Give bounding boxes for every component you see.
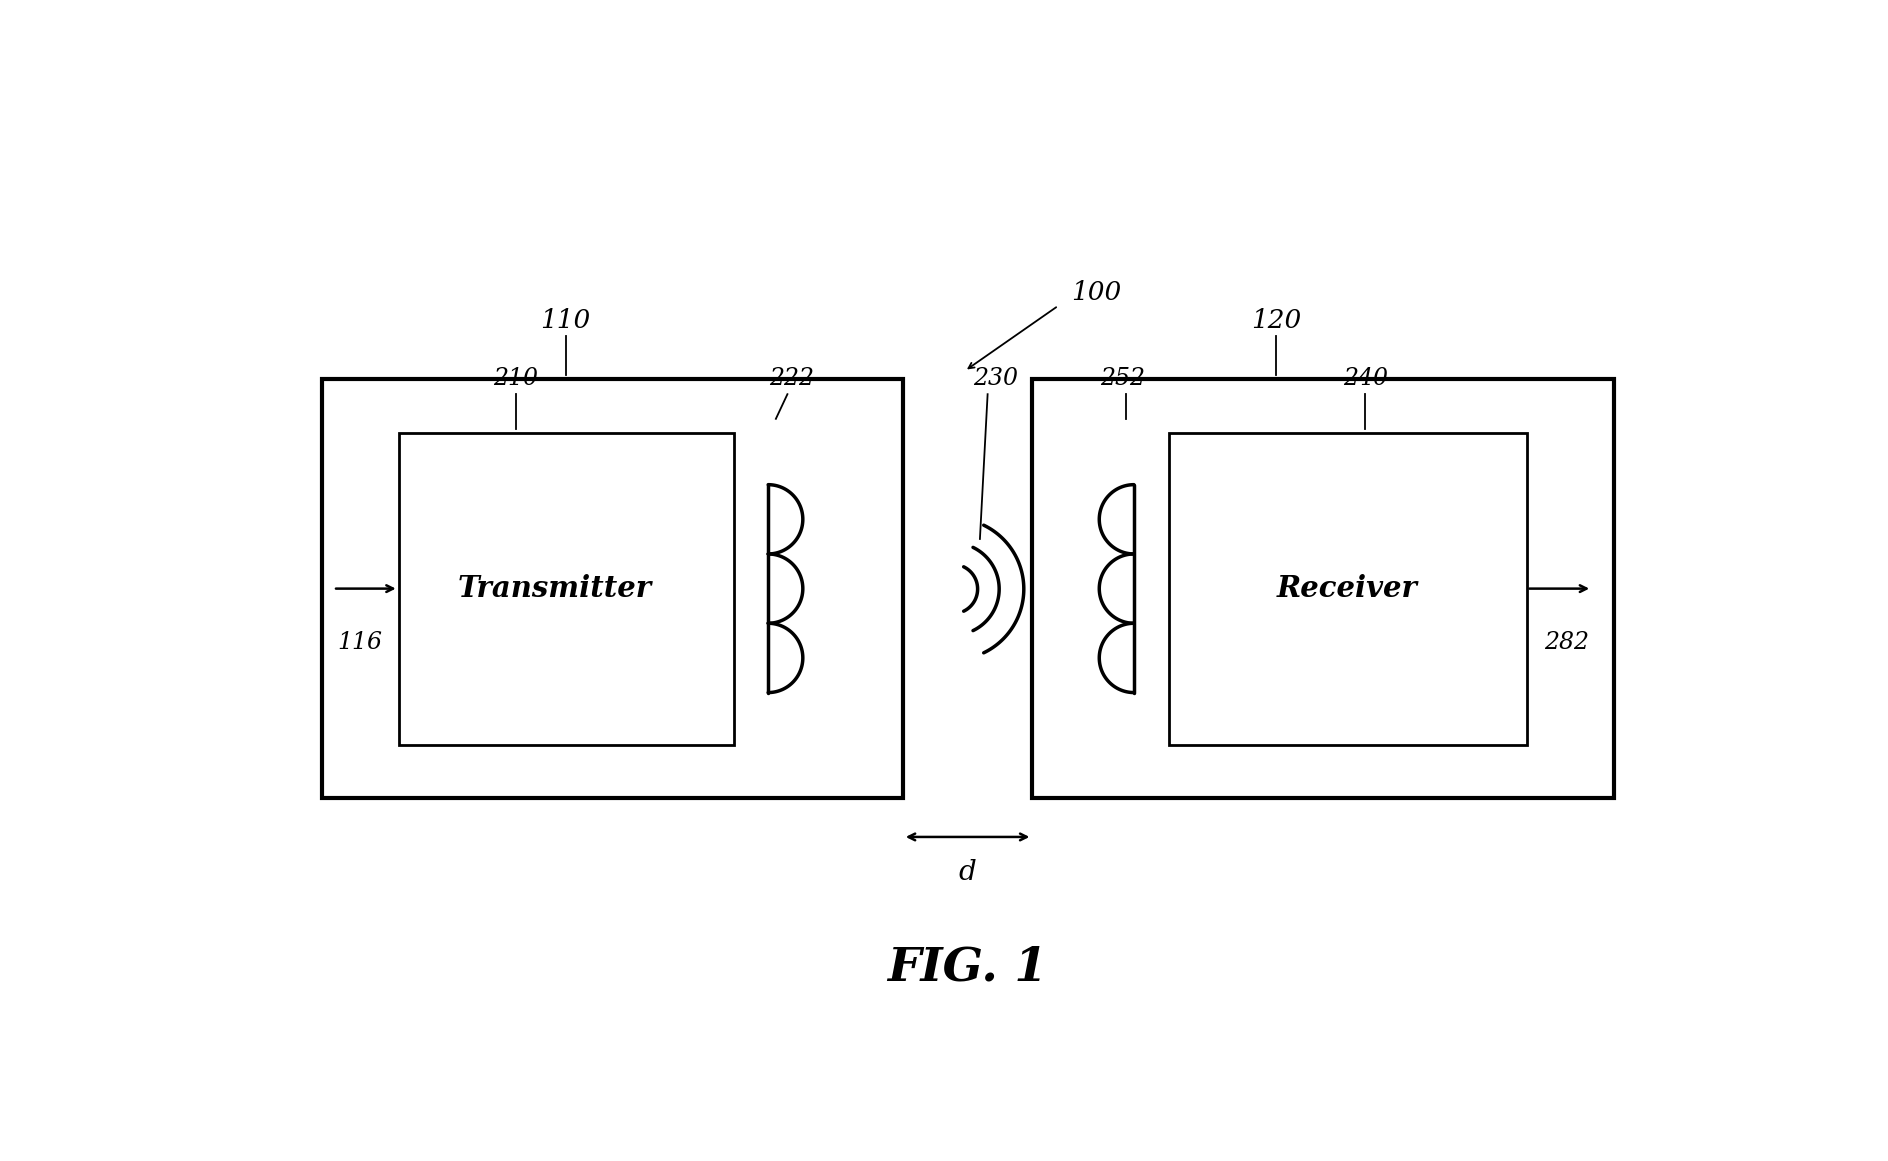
Text: FIG. 1: FIG. 1 (887, 945, 1048, 990)
Text: 252: 252 (1101, 367, 1144, 390)
Text: d: d (959, 858, 976, 886)
Text: 282: 282 (1544, 630, 1590, 654)
Bar (321, 378, 902, 799)
Bar (1169, 433, 1527, 744)
Text: 240: 240 (1342, 367, 1388, 390)
Text: 222: 222 (768, 367, 814, 390)
Text: 110: 110 (540, 308, 591, 332)
Bar (1033, 378, 1614, 799)
Text: 116: 116 (338, 630, 383, 654)
Bar (398, 433, 734, 744)
Text: Receiver: Receiver (1276, 575, 1418, 603)
Text: 120: 120 (1252, 308, 1301, 332)
Text: Transmitter: Transmitter (457, 575, 651, 603)
Text: 230: 230 (972, 367, 1018, 390)
Text: 100: 100 (1070, 280, 1121, 305)
Text: 210: 210 (493, 367, 538, 390)
